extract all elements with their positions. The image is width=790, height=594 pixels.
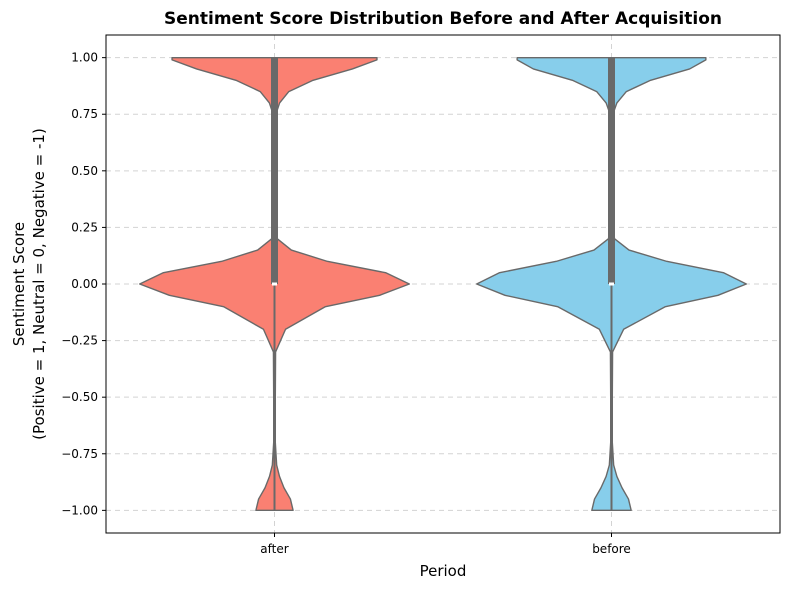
- iqr-box-after: [271, 57, 278, 284]
- y-tick-label: 0.25: [71, 220, 98, 234]
- x-axis: after before: [260, 533, 631, 556]
- x-axis-label: Period: [420, 562, 467, 580]
- y-tick-label: 0.50: [71, 164, 98, 178]
- chart-title: Sentiment Score Distribution Before and …: [164, 9, 722, 29]
- x-tick-label: after: [260, 542, 288, 556]
- y-tick-label: 0.75: [71, 107, 98, 121]
- y-axis-label-line-2: (Positive = 1, Neutral = 0, Negative = -…: [30, 128, 48, 440]
- y-tick-label: 1.00: [71, 51, 98, 65]
- y-tick-label: −1.00: [61, 503, 98, 517]
- y-tick-label: −0.75: [61, 447, 98, 461]
- y-axis-label-line-1: Sentiment Score: [10, 222, 28, 346]
- y-axis: 1.00 0.75 0.50 0.25 0.00 −0.25 −0.50 −0.75 −1.00: [61, 51, 106, 517]
- y-tick-label: 0.00: [71, 277, 98, 291]
- median-marker-after: [272, 282, 277, 286]
- box-layer: [271, 57, 615, 511]
- y-tick-label: −0.25: [61, 334, 98, 348]
- y-tick-label: −0.50: [61, 390, 98, 404]
- iqr-box-before: [608, 57, 615, 284]
- median-marker-before: [609, 282, 614, 286]
- x-tick-label: before: [592, 542, 631, 556]
